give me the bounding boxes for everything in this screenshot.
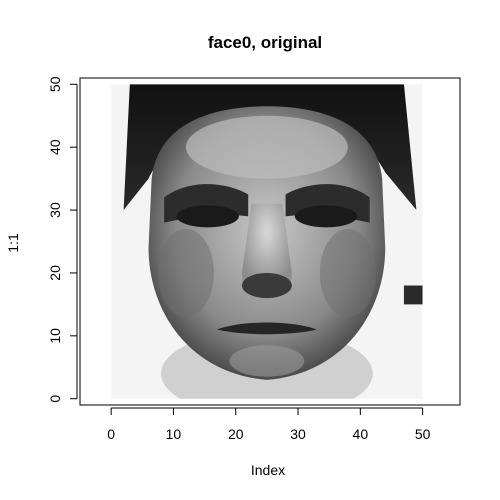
y-tick-label: 30	[47, 202, 63, 218]
x-tick-label: 0	[107, 426, 115, 442]
x-tick-label: 50	[415, 426, 431, 442]
x-tick-label: 20	[228, 426, 244, 442]
x-axis: 0 10 20 30 40 50	[107, 407, 431, 442]
y-axis: 0 10 20 30 40 50	[47, 76, 78, 403]
chart-title: face0, original	[208, 33, 322, 52]
face-heatmap-image	[111, 84, 423, 399]
y-tick-label: 50	[47, 76, 63, 92]
y-tick-label: 20	[47, 265, 63, 281]
x-tick-label: 30	[290, 426, 306, 442]
x-tick-label: 10	[166, 426, 182, 442]
x-tick-label: 40	[353, 426, 369, 442]
y-tick-label: 0	[47, 395, 63, 403]
y-axis-label: 1:1	[5, 233, 21, 253]
y-tick-label: 40	[47, 139, 63, 155]
x-axis-label: Index	[251, 462, 285, 478]
y-tick-label: 10	[47, 328, 63, 344]
plot-frame	[79, 77, 461, 406]
